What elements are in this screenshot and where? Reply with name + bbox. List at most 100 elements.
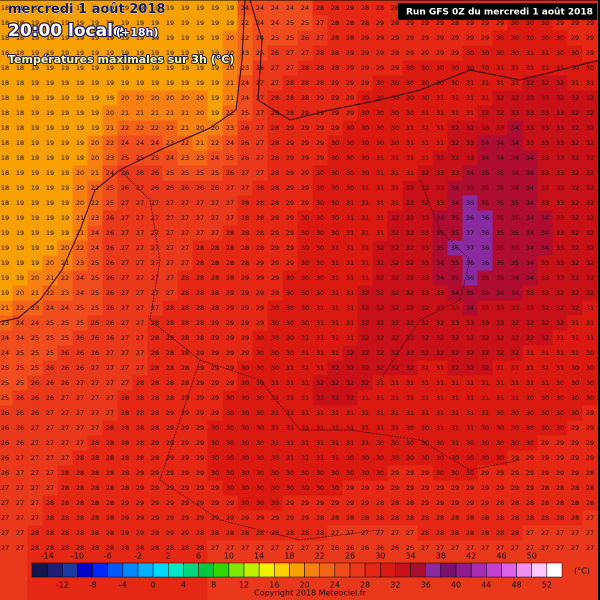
value: 25 xyxy=(91,274,99,282)
cell xyxy=(162,30,178,46)
value: 33 xyxy=(451,304,459,312)
value: 28 xyxy=(46,514,54,522)
value: 27 xyxy=(1,484,9,492)
value: 34 xyxy=(466,304,474,312)
value: 19 xyxy=(46,169,54,177)
value: 28 xyxy=(91,529,99,537)
cell xyxy=(342,60,358,76)
value: 34 xyxy=(451,199,459,207)
cell xyxy=(582,30,598,46)
value: 29 xyxy=(226,319,234,327)
value: 19 xyxy=(46,214,54,222)
value: 29 xyxy=(256,304,264,312)
value: 27 xyxy=(226,184,234,192)
value: 29 xyxy=(361,49,369,57)
value: 32 xyxy=(481,349,489,357)
value: 30 xyxy=(256,409,264,417)
value: 29 xyxy=(331,94,339,102)
cell xyxy=(372,0,388,16)
value: 34 xyxy=(436,214,444,222)
value: 18 xyxy=(1,79,9,87)
value: 20 xyxy=(136,94,144,102)
value: 29 xyxy=(316,94,324,102)
value: 22 xyxy=(61,274,69,282)
value: 18 xyxy=(1,199,9,207)
value: 32 xyxy=(511,349,519,357)
cell xyxy=(552,105,568,121)
value: 29 xyxy=(211,514,219,522)
value: 29 xyxy=(271,259,279,267)
value: 28 xyxy=(76,484,84,492)
value: 28 xyxy=(136,424,144,432)
value: 20 xyxy=(16,289,24,297)
value: 31 xyxy=(586,304,594,312)
value: 34 xyxy=(526,259,534,267)
value: 31 xyxy=(436,394,444,402)
value: 29 xyxy=(196,379,204,387)
value: 27 xyxy=(16,514,24,522)
value: 32 xyxy=(586,124,594,132)
cell xyxy=(522,150,538,166)
value: 27 xyxy=(211,229,219,237)
value: 30 xyxy=(211,469,219,477)
cell xyxy=(267,105,283,121)
value: 30 xyxy=(256,469,264,477)
value: 29 xyxy=(166,424,174,432)
value: 25 xyxy=(31,349,39,357)
cell xyxy=(87,180,103,196)
cell xyxy=(237,0,253,16)
value: 32 xyxy=(391,289,399,297)
value: 23 xyxy=(226,124,234,132)
value: 21 xyxy=(151,109,159,117)
cell xyxy=(327,0,343,16)
cell xyxy=(567,135,583,151)
cell xyxy=(522,90,538,106)
cell xyxy=(387,120,403,136)
value: 34 xyxy=(436,274,444,282)
value: 30 xyxy=(361,94,369,102)
value: 30 xyxy=(511,439,519,447)
cell xyxy=(387,30,403,46)
value: 28 xyxy=(331,4,339,12)
cell xyxy=(567,75,583,91)
value: 32 xyxy=(451,364,459,372)
value: 26 xyxy=(46,379,54,387)
value: 32 xyxy=(331,394,339,402)
value: 20 xyxy=(226,34,234,42)
value: 30 xyxy=(316,199,324,207)
value: 30 xyxy=(466,454,474,462)
value: 27 xyxy=(286,49,294,57)
colorbar-box xyxy=(274,562,290,578)
value: 30 xyxy=(376,79,384,87)
value: 31 xyxy=(496,64,504,72)
value: 27 xyxy=(361,529,369,537)
value: 30 xyxy=(556,34,564,42)
cell xyxy=(72,0,88,16)
colorbar-box xyxy=(349,562,366,578)
value: 27 xyxy=(151,274,159,282)
value: 21 xyxy=(1,304,9,312)
value: 32 xyxy=(376,319,384,327)
value: 33 xyxy=(436,289,444,297)
value: 31 xyxy=(541,49,549,57)
value: 19 xyxy=(61,154,69,162)
value: 25 xyxy=(1,394,9,402)
value: 30 xyxy=(361,469,369,477)
value: 29 xyxy=(211,334,219,342)
value: 28 xyxy=(166,304,174,312)
value: 31 xyxy=(571,349,579,357)
value: 31 xyxy=(271,424,279,432)
value: 19 xyxy=(76,109,84,117)
value: 27 xyxy=(541,529,549,537)
value: 30 xyxy=(391,439,399,447)
value: 27 xyxy=(121,364,129,372)
value: 19 xyxy=(211,34,219,42)
value: 27 xyxy=(16,529,24,537)
value: 31 xyxy=(331,349,339,357)
value: 34 xyxy=(526,169,534,177)
value: 28 xyxy=(301,64,309,72)
cell xyxy=(222,90,238,106)
value: 21 xyxy=(91,169,99,177)
value: 28 xyxy=(331,64,339,72)
value: 20 xyxy=(121,94,129,102)
